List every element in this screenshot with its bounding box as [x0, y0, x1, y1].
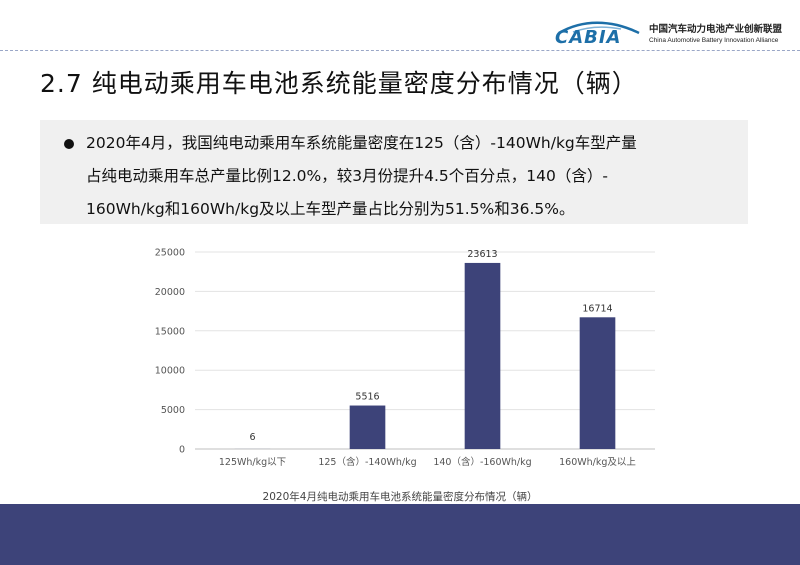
x-tick-label: 160Wh/kg及以上	[559, 457, 636, 468]
data-label: 23613	[467, 249, 497, 260]
summary-line: 占纯电动乘用车总产量比例12.0%，较3月份提升4.5个百分点，140（含）-	[86, 167, 608, 185]
x-tick-label: 125Wh/kg以下	[219, 457, 286, 468]
y-tick-label: 15000	[155, 326, 185, 337]
header-logo: CABIA 中国汽车动力电池产业创新联盟 China Automotive Ba…	[555, 14, 782, 50]
bar-chart: 0 5000 10000 15000 20000 25000 6 125Wh/kg以下 5516…	[155, 248, 655, 468]
y-tick-label: 0	[179, 445, 185, 456]
org-name-cn: 中国汽车动力电池产业创新联盟	[648, 23, 782, 35]
summary-line: 160Wh/kg和160Wh/kg及以上车型产量占比分别为51.5%和36.5%…	[86, 200, 575, 218]
x-tick-label: 140（含）-160Wh/kg	[433, 456, 531, 468]
logo-wordmark: CABIA	[554, 27, 622, 48]
y-tick-label: 25000	[155, 248, 185, 259]
car-arc-icon	[558, 21, 640, 35]
summary-line: 2020年4月，我国纯电动乘用车系统能量密度在125（含）-140Wh/kg车型…	[86, 134, 637, 152]
cabia-logo: CABIA	[555, 16, 643, 48]
y-tick-label: 10000	[155, 366, 185, 377]
data-label: 16714	[582, 303, 612, 314]
bar	[349, 405, 386, 449]
summary-box	[40, 120, 748, 224]
chart-title: 2020年4月纯电动乘用车电池系统能量密度分布情况（辆）	[262, 491, 538, 503]
data-label: 5516	[355, 392, 379, 403]
page-title: 2.7 纯电动乘用车电池系统能量密度分布情况（辆）	[40, 69, 638, 98]
org-name: 中国汽车动力电池产业创新联盟 China Automotive Battery …	[649, 21, 782, 44]
bar	[579, 317, 616, 449]
data-label: 6	[249, 432, 255, 443]
y-tick-label: 5000	[161, 405, 185, 416]
x-tick-label: 125（含）-140Wh/kg	[318, 456, 416, 468]
header-divider	[0, 50, 800, 51]
footer-band	[0, 504, 800, 565]
summary-text: 2020年4月，我国纯电动乘用车系统能量密度在125（含）-140Wh/kg车型…	[86, 127, 738, 226]
y-tick-label: 20000	[155, 287, 185, 298]
bullet-dot	[64, 139, 74, 149]
org-name-en: China Automotive Battery Innovation Alli…	[648, 36, 779, 44]
bar	[464, 262, 501, 449]
